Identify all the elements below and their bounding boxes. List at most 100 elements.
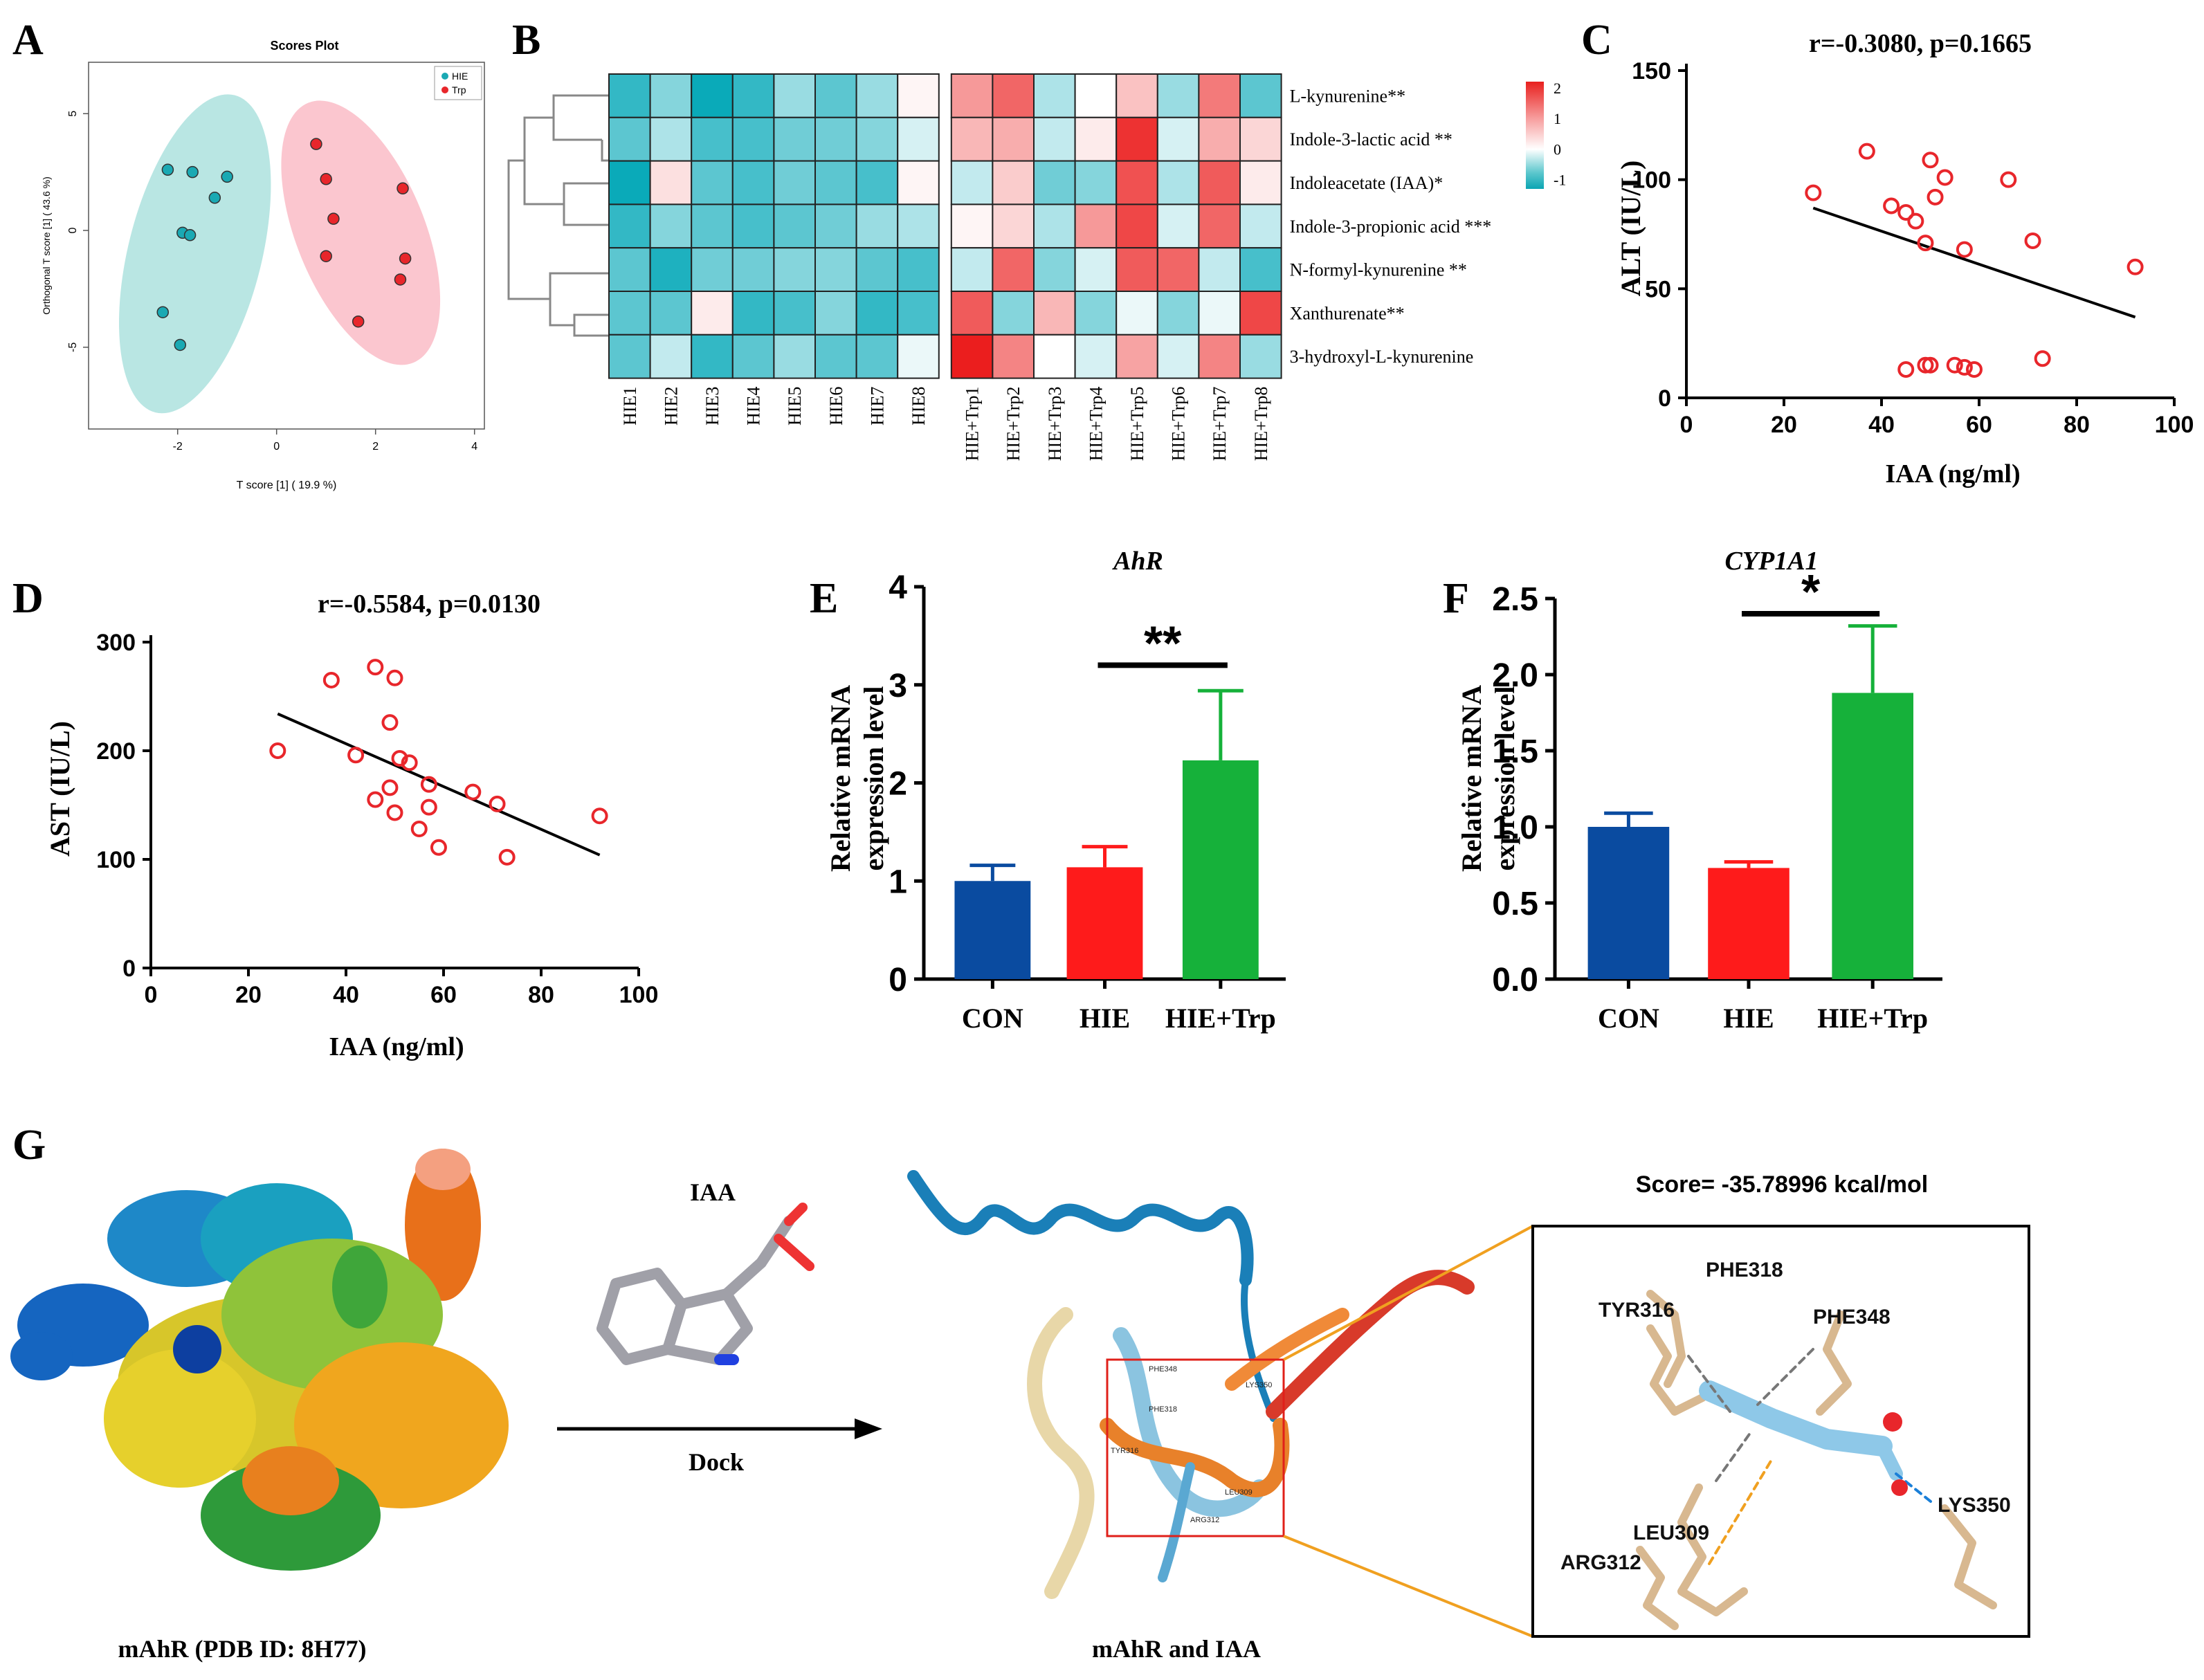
legend-label-hie: HIE — [452, 71, 468, 82]
heatmap-cell — [1198, 203, 1241, 249]
data-point — [420, 776, 437, 793]
heatmap-cell — [1198, 116, 1241, 162]
significance-marker: ** — [1144, 616, 1182, 670]
heatmap-cell — [1074, 160, 1118, 206]
site-label-tyr316: TYR316 — [1111, 1447, 1138, 1455]
heatmap-column-label: HIE3 — [702, 387, 722, 426]
heatmap-cell — [773, 334, 817, 379]
heatmap-column-label: HIE+Trp2 — [1003, 387, 1023, 462]
heatmap-cell — [731, 116, 775, 162]
ytick-label: 300 — [96, 630, 136, 656]
heatmap-cell — [1115, 160, 1158, 206]
heatmap-cell — [1074, 73, 1118, 118]
heatmap-cell — [773, 116, 817, 162]
category-label: HIE — [1723, 1003, 1774, 1034]
category-label: HIE+Trp — [1165, 1003, 1276, 1034]
ytick-label: 100 — [1632, 167, 1671, 194]
dock-arrow-head — [855, 1418, 882, 1439]
heatmap-cell — [855, 247, 899, 293]
scores-xtick-label: 4 — [471, 441, 477, 453]
heatmap-cell — [814, 247, 857, 293]
scores-point-trp — [327, 212, 340, 225]
heatmap-cell — [1033, 334, 1076, 379]
data-point — [381, 714, 399, 731]
scores-plot-ylabel: Orthogonal T score [1] ( 43.6 %) — [41, 176, 52, 314]
heatmap-cell — [1156, 73, 1200, 118]
heatmap-cell — [649, 334, 693, 379]
heatmap-cell — [855, 73, 899, 118]
heatmap-cell — [1239, 203, 1282, 249]
heatmap-row-label: Indoleacetate (IAA)* — [1290, 173, 1443, 193]
hie-confidence-ellipse — [118, 94, 271, 414]
data-point — [498, 848, 516, 866]
scores-ytick-label: -5 — [67, 343, 79, 352]
heatmap-row-label: N-formyl-kynurenine ** — [1290, 260, 1467, 280]
heatmap-cell — [773, 73, 817, 118]
ytick-label: 3 — [889, 668, 907, 704]
ligand-structure-image — [596, 1203, 814, 1365]
ytick-label: 0.5 — [1492, 886, 1538, 922]
xtick-label: 40 — [1868, 412, 1895, 438]
heatmap-cell — [649, 247, 693, 293]
heatmap-cell — [731, 334, 775, 379]
data-point — [1907, 212, 1924, 230]
heatmap-cell — [1198, 247, 1241, 293]
xtick-label: 100 — [619, 982, 659, 1008]
zoom-connector-top — [1283, 1225, 1533, 1361]
data-point — [2034, 350, 2051, 367]
heatmap-cell — [950, 73, 994, 118]
residue-label-leu309: LEU309 — [1633, 1522, 1709, 1544]
scores-xtick-label: 2 — [372, 441, 379, 453]
heatmap-cell — [855, 203, 899, 249]
data-point — [1897, 361, 1915, 378]
heatmap-cell — [897, 247, 940, 293]
heatmap-cell — [992, 334, 1035, 379]
scores-point-hie — [161, 163, 174, 176]
complex-caption: mAhR and IAA — [1092, 1635, 1261, 1663]
data-point — [420, 798, 437, 816]
protein-caption: mAhR (PDB ID: 8H77) — [118, 1635, 367, 1663]
heatmap-cell — [814, 203, 857, 249]
ast-scatter: r=-0.5584, p=0.0130 0 20 40 60 80 100 0 100 200 3… — [44, 590, 658, 1061]
heatmap-row-label: L-kynurenine** — [1290, 86, 1406, 106]
heatmap-column-label: HIE+Trp7 — [1210, 387, 1230, 462]
site-label-arg312: ARG312 — [1190, 1516, 1219, 1524]
category-label: CON — [1598, 1003, 1659, 1034]
bar-hie-trp — [1182, 760, 1259, 979]
cyp1a1-ylabel-line1: Relative mRNA — [1456, 685, 1487, 872]
heatmap-cell — [992, 116, 1035, 162]
heatmap-cell — [1115, 291, 1158, 336]
heatmap-cell — [608, 247, 651, 293]
heatmap-cell — [731, 291, 775, 336]
heatmap-cell — [855, 334, 899, 379]
complex-ribbon-image — [907, 1170, 1475, 1599]
heatmap-cell — [814, 116, 857, 162]
heatmap-cell — [897, 116, 940, 162]
heatmap-cell — [1156, 116, 1200, 162]
scores-point-hie — [208, 192, 221, 204]
heatmap-cell — [1115, 247, 1158, 293]
xtick-label: 40 — [333, 982, 359, 1008]
scores-point-trp — [310, 138, 322, 150]
heatmap-cell — [1074, 203, 1118, 249]
heatmap-cell — [1115, 334, 1158, 379]
panel-label-f: F — [1443, 575, 1469, 622]
heatmap-cell — [950, 160, 994, 206]
scores-plot-xlabel: T score [1] ( 19.9 %) — [237, 480, 337, 491]
site-label-phe348: PHE348 — [1149, 1365, 1177, 1373]
heatmap-scale-bar — [1526, 82, 1544, 189]
data-point — [489, 795, 506, 812]
heatmap-cell — [992, 247, 1035, 293]
site-label-leu309: LEU309 — [1225, 1488, 1253, 1497]
scores-plot-frame — [88, 62, 485, 430]
data-point — [2000, 171, 2017, 188]
heatmap-row-label: Xanthurenate** — [1290, 303, 1405, 323]
heatmap-cell — [691, 334, 734, 379]
data-point — [347, 747, 365, 764]
heatmap-column-label: HIE1 — [620, 387, 640, 426]
heatmap-cell — [1074, 116, 1118, 162]
heatmap-column-label: HIE7 — [867, 387, 887, 426]
heatmap-cell — [897, 334, 940, 379]
data-point — [269, 742, 286, 759]
heatmap-cell — [1239, 334, 1282, 379]
